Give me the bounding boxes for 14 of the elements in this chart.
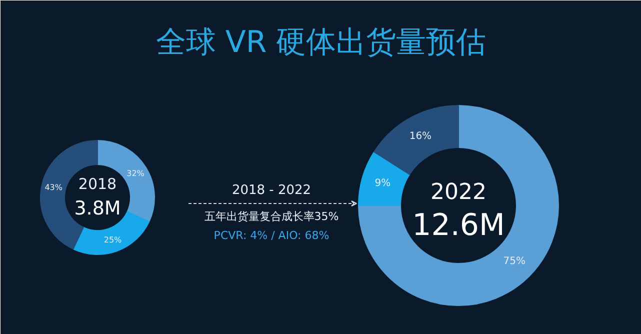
- data-label: 75%: [503, 256, 526, 267]
- data-label: 9%: [374, 178, 391, 189]
- text: PCVR: 4% / AIO: 68%: [214, 229, 330, 242]
- text: 3.8M: [74, 198, 121, 220]
- text: 全球 VR 硬体出货量预估: [156, 25, 486, 60]
- text: 五年出货量复合成长率35%: [204, 210, 339, 223]
- data-label: 43%: [44, 183, 63, 192]
- data-label: 32%: [126, 168, 145, 178]
- text: 12.6M: [412, 208, 505, 243]
- text: 2018: [78, 175, 117, 193]
- text: 2022: [430, 180, 487, 205]
- data-label: 16%: [409, 130, 432, 142]
- text: 2018 - 2022: [232, 183, 312, 198]
- data-label: 25%: [104, 235, 122, 244]
